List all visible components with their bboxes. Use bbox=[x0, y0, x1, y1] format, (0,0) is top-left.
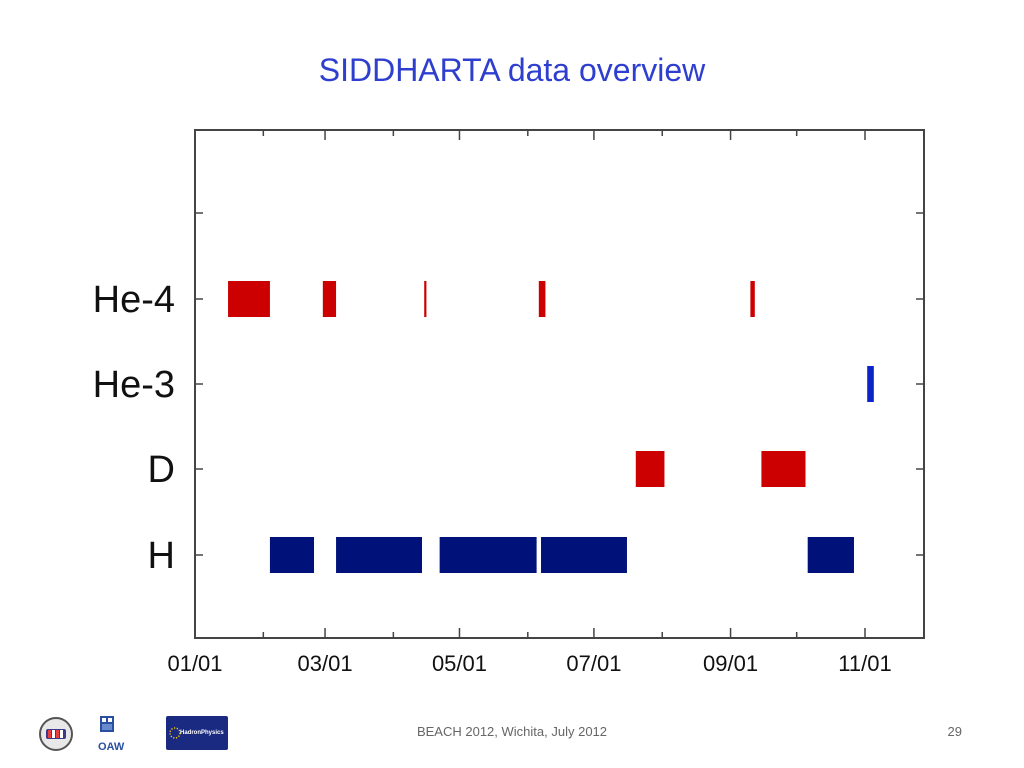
x-tick-label: 11/01 bbox=[838, 651, 891, 676]
interval-bar-d bbox=[761, 451, 806, 487]
axis-ticks bbox=[194, 130, 924, 638]
timeline-chart: H D He-3 He-4 01/01 03/01 05/01 07/01 09/01 11/0… bbox=[93, 129, 925, 676]
interval-bar-he-4 bbox=[424, 281, 427, 317]
hadronphysics-logo: HadronPhysics bbox=[166, 716, 228, 750]
x-tick-label: 07/01 bbox=[566, 651, 621, 676]
slide-title: SIDDHARTA data overview bbox=[318, 52, 706, 88]
hadronphysics-logo-text: HadronPhysics bbox=[180, 730, 224, 736]
x-tick-label: 03/01 bbox=[298, 651, 353, 676]
y-label-he-4: He-4 bbox=[93, 279, 175, 321]
interval-bar-h bbox=[439, 537, 537, 573]
eu-stars-icon bbox=[169, 727, 181, 739]
interval-bar-h bbox=[807, 537, 854, 573]
x-tick-label: 05/01 bbox=[432, 651, 487, 676]
oaw-logo: OAW bbox=[94, 714, 134, 754]
oaw-logo-text: OAW bbox=[98, 741, 125, 753]
smi-logo bbox=[39, 717, 73, 751]
interval-bar-d bbox=[635, 451, 665, 487]
interval-bar-h bbox=[269, 537, 315, 573]
y-label-d: D bbox=[148, 449, 175, 491]
x-tick-label: 01/01 bbox=[167, 651, 222, 676]
interval-bar-he-4 bbox=[538, 281, 546, 317]
x-axis-labels: 01/01 03/01 05/01 07/01 09/01 11/01 bbox=[167, 651, 891, 676]
y-label-he-3: He-3 bbox=[93, 364, 175, 406]
oaw-emblem-icon bbox=[100, 716, 114, 732]
footer-text: BEACH 2012, Wichita, July 2012 bbox=[416, 724, 608, 739]
interval-bars bbox=[228, 281, 874, 573]
x-tick-label: 09/01 bbox=[703, 651, 758, 676]
y-label-h: H bbox=[148, 535, 175, 577]
y-axis-labels: H D He-3 He-4 bbox=[93, 279, 175, 577]
interval-bar-he-4 bbox=[750, 281, 755, 317]
page-number: 29 bbox=[947, 724, 962, 739]
interval-bar-he-4 bbox=[322, 281, 337, 317]
interval-bar-he-3 bbox=[867, 366, 874, 402]
interval-bar-he-4 bbox=[228, 281, 270, 317]
interval-bar-h bbox=[541, 537, 627, 573]
interval-bar-h bbox=[336, 537, 423, 573]
